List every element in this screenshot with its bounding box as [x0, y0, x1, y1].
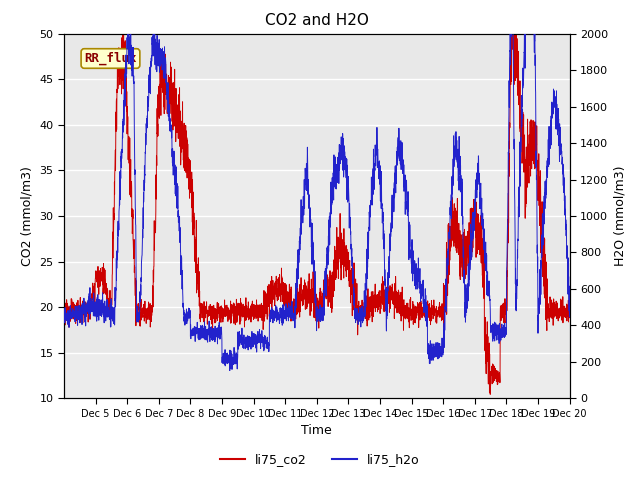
- Bar: [64, 34, 570, 79]
- Bar: [64, 79, 570, 125]
- Y-axis label: H2O (mmol/m3): H2O (mmol/m3): [614, 166, 627, 266]
- X-axis label: Time: Time: [301, 424, 332, 437]
- Y-axis label: CO2 (mmol/m3): CO2 (mmol/m3): [21, 166, 34, 266]
- Bar: [64, 262, 570, 307]
- Bar: [64, 170, 570, 216]
- Bar: [64, 216, 570, 262]
- Text: RR_flux: RR_flux: [84, 52, 137, 65]
- Legend: li75_co2, li75_h2o: li75_co2, li75_h2o: [215, 448, 425, 471]
- Bar: [64, 125, 570, 170]
- Bar: [64, 307, 570, 353]
- Bar: [64, 353, 570, 398]
- Title: CO2 and H2O: CO2 and H2O: [265, 13, 369, 28]
